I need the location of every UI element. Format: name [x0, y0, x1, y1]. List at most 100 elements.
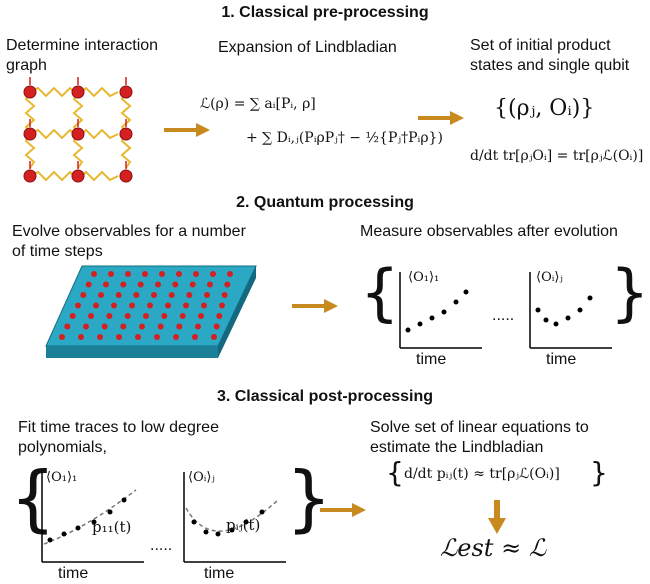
evolve-label-line-1: Evolve observables for a number: [12, 223, 246, 240]
chip-qubit: [108, 271, 114, 277]
graph-label: Determine interaction graph: [6, 36, 158, 76]
arrow-right-icon: [292, 299, 338, 313]
fit-label-line-1: Fit time traces to low degree: [18, 419, 219, 436]
evolve-label: Evolve observables for a number of time …: [12, 222, 246, 262]
solve-label: Solve set of linear equations to estimat…: [370, 418, 589, 458]
chip-qubit: [210, 271, 216, 277]
chip-qubit: [186, 292, 193, 298]
chip-qubit: [97, 334, 103, 340]
chip-qubit: [120, 281, 127, 288]
chip-qubit: [91, 271, 97, 277]
chip-qubit: [173, 334, 179, 340]
chip-qubit: [80, 292, 87, 298]
measurement-plot-2: [529, 272, 612, 349]
system-left-brace: {: [386, 456, 404, 489]
fit-plot-2: [183, 472, 286, 563]
system-right-brace: }: [590, 456, 608, 489]
lindblad-eq-line-2: + ∑ Dᵢ,ⱼ(PᵢρPⱼ† − ½{Pⱼ†Pᵢρ}): [246, 130, 443, 146]
chip-qubit: [221, 292, 228, 298]
chip-qubit: [115, 292, 122, 298]
chip-qubit: [213, 323, 220, 330]
lindbladian-estimate: ℒest ≈ ℒ: [440, 534, 547, 562]
states-label-line-2: states and single qubit: [470, 57, 630, 74]
chip-qubit: [59, 334, 65, 340]
chip-qubit: [168, 292, 175, 298]
expansion-label: Expansion of Lindbladian: [218, 39, 397, 56]
fit-plot-2-label: ⟨Oᵢ⟩ⱼ: [188, 470, 215, 485]
section-title-quantum-processing: 2. Quantum processing: [236, 194, 414, 211]
plot-2-label: ⟨Oᵢ⟩ⱼ: [536, 270, 563, 285]
chip-qubit: [161, 313, 168, 319]
chip-qubit: [98, 292, 104, 298]
chip-qubit: [211, 334, 217, 340]
chip-qubit: [172, 281, 179, 288]
solve-label-line-1: Solve set of linear equations to: [370, 419, 589, 436]
chip-qubit: [207, 281, 213, 288]
chip-qubit: [88, 313, 94, 319]
chip-qubit: [179, 313, 186, 319]
initial-states-set: {(ρⱼ, Oᵢ)}: [494, 96, 595, 121]
chip-qubit: [129, 302, 135, 309]
graph-label-line-2: graph: [6, 57, 47, 74]
arrow-down-icon: [488, 500, 506, 534]
chip-qubit: [135, 334, 141, 340]
solve-label-line-2: estimate the Lindbladian: [370, 439, 544, 456]
right-brace: }: [286, 456, 332, 540]
chip-qubit: [151, 292, 157, 298]
chip-qubit: [101, 323, 108, 330]
chip-qubit: [193, 271, 199, 277]
chip-qubit: [93, 302, 99, 309]
fit-2-curve-label: pᵢⱼ(t): [226, 516, 261, 534]
chip-qubit: [85, 281, 92, 288]
chip-qubit: [125, 271, 131, 277]
fit-plot-1-xlabel: time: [58, 565, 89, 582]
plot-1-label: ⟨O₁⟩₁: [408, 270, 440, 285]
fit-plot-1-label: ⟨O₁⟩₁: [46, 470, 78, 485]
chip-qubit: [147, 302, 153, 309]
interaction-graph: [23, 77, 133, 183]
chip-qubit: [139, 323, 145, 330]
chip-qubit: [155, 281, 161, 288]
ellipsis-dots: .....: [150, 537, 173, 554]
qubit-node: [71, 169, 85, 183]
chip-qubit: [224, 281, 231, 288]
chip-qubit: [198, 313, 204, 319]
chip-qubit: [159, 271, 165, 277]
measure-label: Measure observables after evolution: [360, 223, 618, 240]
fit-plot-1: [41, 472, 144, 563]
evolve-label-line-2: of time steps: [12, 243, 103, 260]
chip-qubit: [216, 313, 223, 319]
arrow-right-icon: [164, 123, 210, 137]
chip-qubit: [83, 323, 89, 330]
linear-system-equation: d/dt pᵢⱼ(t) ≈ tr[ρⱼℒ(Oᵢ)]: [404, 466, 560, 482]
chip-qubit: [227, 271, 233, 277]
chip-qubit: [219, 302, 225, 309]
section-title-post-processing: 3. Classical post-processing: [216, 388, 434, 405]
chip-qubit: [183, 302, 189, 309]
chip-qubit: [69, 313, 76, 319]
derivative-equation: d/dt tr[ρⱼOᵢ] = tr[ρⱼℒ(Oᵢ)]: [470, 148, 644, 164]
chip-qubit: [157, 323, 164, 330]
states-label-line-1: Set of initial product: [470, 37, 611, 54]
graph-label-line-1: Determine interaction: [6, 37, 159, 54]
plot-1-xlabel: time: [416, 351, 447, 368]
chip-qubit: [143, 313, 149, 319]
chip-qubit: [154, 334, 160, 340]
quantum-chip: [45, 265, 257, 358]
qubit-node: [119, 127, 133, 141]
qubit-node: [119, 85, 133, 99]
chip-qubit: [176, 323, 183, 330]
fit-1-curve-label: p₁₁(t): [92, 518, 132, 536]
chip-qubit: [106, 313, 113, 319]
chip-qubit: [137, 281, 144, 288]
chip-qubit: [103, 281, 109, 288]
chip-qubit: [195, 323, 201, 330]
chip-qubit: [133, 292, 140, 298]
chip-qubit: [111, 302, 117, 309]
ellipsis-dots: .....: [492, 307, 515, 324]
fit-label-line-2: polynomials,: [18, 439, 107, 456]
chip-qubit-grid: [59, 271, 233, 340]
chip-qubit: [124, 313, 131, 319]
right-brace: }: [610, 256, 650, 329]
qubit-node: [119, 169, 133, 183]
